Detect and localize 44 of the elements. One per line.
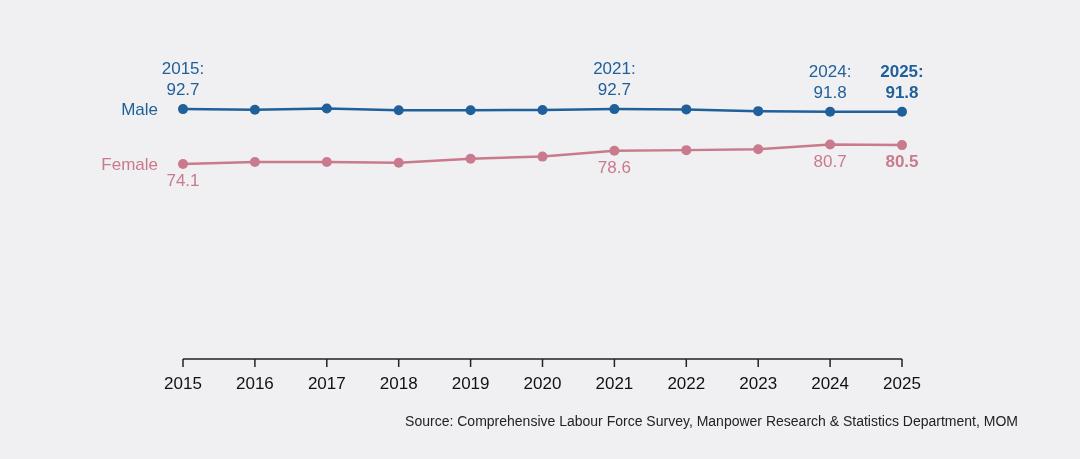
point <box>897 140 907 151</box>
source-note: Source: Comprehensive Labour Force Survey, Manpower Research & Statistics Department, MOM <box>405 413 1018 429</box>
point <box>393 157 404 168</box>
point <box>825 139 836 150</box>
point <box>897 106 907 117</box>
x-tick-label: 2021 <box>595 374 634 393</box>
point <box>609 145 620 156</box>
point <box>681 145 692 156</box>
point <box>753 106 764 117</box>
point <box>465 153 476 164</box>
point <box>393 105 404 116</box>
data-label: 80.7 <box>813 151 847 171</box>
x-tick-label: 2023 <box>739 374 778 393</box>
data-label: 2015: 92.7 <box>161 59 205 100</box>
x-tick-label: 2025 <box>883 374 921 393</box>
x-tick-label: 2020 <box>523 374 562 393</box>
data-label: 80.5 <box>885 152 919 172</box>
point <box>249 156 260 167</box>
point <box>753 144 764 155</box>
point <box>681 104 692 115</box>
x-tick-label: 2022 <box>667 374 706 393</box>
series-label: Female <box>101 155 158 174</box>
x-tick-label: 2019 <box>451 374 490 393</box>
data-label: 2025: 91.8 <box>880 61 924 102</box>
point <box>249 104 260 115</box>
x-tick-label: 2024 <box>811 374 850 393</box>
point <box>321 103 332 114</box>
point <box>465 105 476 116</box>
point <box>537 151 548 162</box>
x-tick-label: 2018 <box>379 374 418 393</box>
point <box>825 106 836 117</box>
x-tick-label: 2017 <box>307 374 346 393</box>
point <box>178 159 188 169</box>
data-label: 78.6 <box>597 157 631 177</box>
data-label: 2021: 92.7 <box>593 59 636 100</box>
point <box>609 104 620 115</box>
series-label: Male <box>121 100 158 120</box>
x-tick-label: 2016 <box>235 374 274 393</box>
point <box>321 156 332 167</box>
point <box>178 104 188 115</box>
data-label: 2024: 91.8 <box>808 61 852 102</box>
data-label: 74.1 <box>166 171 200 190</box>
point <box>537 104 548 115</box>
x-tick-label: 2015 <box>164 374 202 393</box>
